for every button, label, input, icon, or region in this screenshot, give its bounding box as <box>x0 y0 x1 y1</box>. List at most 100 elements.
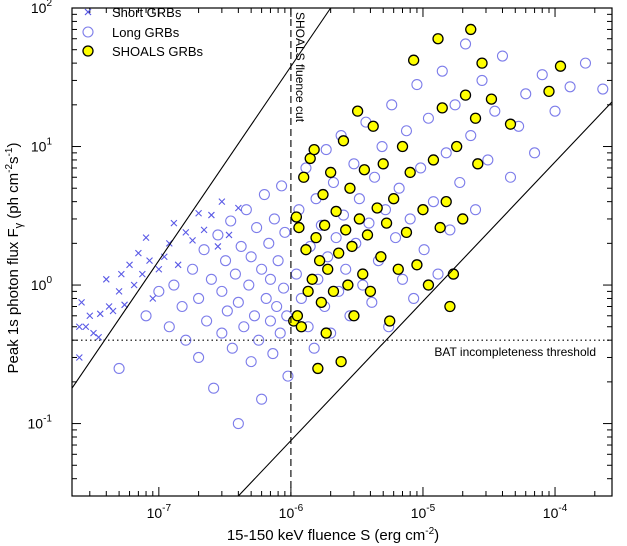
shoals-grb-point <box>330 205 342 218</box>
shoals-grb-point <box>340 224 352 236</box>
long-grb-point <box>308 342 320 354</box>
reference-line <box>71 7 332 389</box>
shoals-grb-point <box>451 140 463 153</box>
long-grb-point <box>248 310 261 322</box>
x-axis: 10-7 10-6 10-5 10-4 <box>89 8 596 521</box>
long-grb-point <box>279 226 291 238</box>
short-grb-point <box>195 209 202 217</box>
y-axis: 10-1 100 101 102 <box>28 0 612 497</box>
long-grb-point <box>198 244 210 256</box>
long-grb-point <box>113 362 125 374</box>
short-grb-point <box>189 237 196 244</box>
incompleteness-threshold-label: BAT incompleteness threshold <box>434 345 596 359</box>
long-grb-point <box>330 232 342 244</box>
long-grb-point <box>271 300 283 313</box>
x-tick-label: 10-5 <box>411 503 436 521</box>
long-grb-point <box>465 130 477 142</box>
long-grb-point <box>225 215 237 227</box>
short-grb-point <box>109 307 117 315</box>
short-grb-point <box>208 211 215 219</box>
x-tick-label: 10-7 <box>147 503 172 521</box>
long-grb-point <box>549 105 561 117</box>
shoals-grb-point <box>327 285 340 298</box>
legend-marker-shoals <box>82 45 94 57</box>
long-grb-point <box>520 88 532 100</box>
long-grb-point <box>436 65 448 77</box>
long-grb-point <box>232 418 244 430</box>
short-grb-point <box>146 257 153 265</box>
shoals-grb-point <box>434 221 446 234</box>
long-grb-point <box>163 321 175 333</box>
long-grb-point <box>363 217 375 229</box>
long-grb-point <box>282 370 294 382</box>
long-grb-point <box>597 83 609 95</box>
shoals-grbs-series <box>288 23 567 375</box>
long-grb-point <box>176 300 188 313</box>
shoals-grb-point <box>380 217 393 229</box>
long-grb-point <box>153 285 165 297</box>
shoals-grb-point <box>348 310 360 322</box>
shoals-grb-point <box>298 171 310 183</box>
shoals-grb-point <box>342 279 354 291</box>
short-grb-point <box>225 231 233 239</box>
shoals-grb-point <box>317 188 329 201</box>
shoals-grb-point <box>320 327 332 339</box>
long-grb-point <box>400 125 413 137</box>
long-grb-point <box>267 348 279 360</box>
shoals-grb-point <box>476 57 488 69</box>
short-grb-point <box>75 354 83 361</box>
legend-marker-short <box>84 8 92 16</box>
short-grb-point <box>134 249 142 257</box>
shoals-grb-point <box>469 112 482 124</box>
long-grb-point <box>300 162 312 174</box>
long-grb-point <box>459 38 472 50</box>
short-grb-point <box>200 226 208 234</box>
shoals-grb-point <box>295 321 308 333</box>
shoals-grb-point <box>459 89 472 101</box>
short-grb-point <box>174 261 182 269</box>
long-grb-point <box>258 189 270 201</box>
long-grb-point <box>579 57 592 69</box>
long-grb-point <box>256 393 268 405</box>
shoals-grb-point <box>346 240 358 253</box>
long-grb-point <box>256 263 268 275</box>
shoals-grb-point <box>504 118 517 130</box>
shoals-grb-point <box>322 263 334 275</box>
short-grb-point <box>130 281 138 289</box>
shoals-grb-point <box>400 226 413 239</box>
shoals-grb-point <box>291 310 304 322</box>
long-grb-point <box>386 99 398 111</box>
long-grb-point <box>422 112 434 124</box>
reference-line <box>237 101 613 497</box>
legend-label-shoals: SHOALS GRBs <box>112 44 204 59</box>
y-tick-label: 101 <box>31 137 53 155</box>
long-grb-point <box>320 144 332 156</box>
long-grb-point <box>251 222 263 234</box>
shoals-grb-point <box>358 164 371 176</box>
x-axis-label: 15-150 keV fluence S (erg cm-2) <box>227 526 439 544</box>
y-tick-label: 10-1 <box>28 414 53 432</box>
long-grb-point <box>187 263 199 275</box>
long-grb-point <box>243 279 255 291</box>
long-grb-point <box>529 147 541 159</box>
shoals-grb-point <box>417 204 429 216</box>
long-grb-point <box>201 315 213 327</box>
shoals-grb-point <box>361 229 374 241</box>
long-grb-point <box>440 147 452 159</box>
shoals-grb-point <box>422 279 435 291</box>
fluence-cut-label: SHOALS fluence cut <box>293 12 307 123</box>
long-grb-point <box>348 158 360 170</box>
shoals-grb-point <box>427 154 440 166</box>
long-grb-point <box>226 342 238 354</box>
long-grb-point <box>340 263 352 275</box>
long-grb-point <box>276 180 288 192</box>
short-grb-point <box>82 323 90 331</box>
shoals-grb-point <box>353 213 366 225</box>
long-grb-point <box>496 50 509 62</box>
long-grb-point <box>238 321 250 333</box>
shoals-grb-point <box>318 219 331 231</box>
shoals-grb-point <box>293 221 305 234</box>
long-grb-point <box>193 351 205 364</box>
long-grb-point <box>327 176 340 189</box>
